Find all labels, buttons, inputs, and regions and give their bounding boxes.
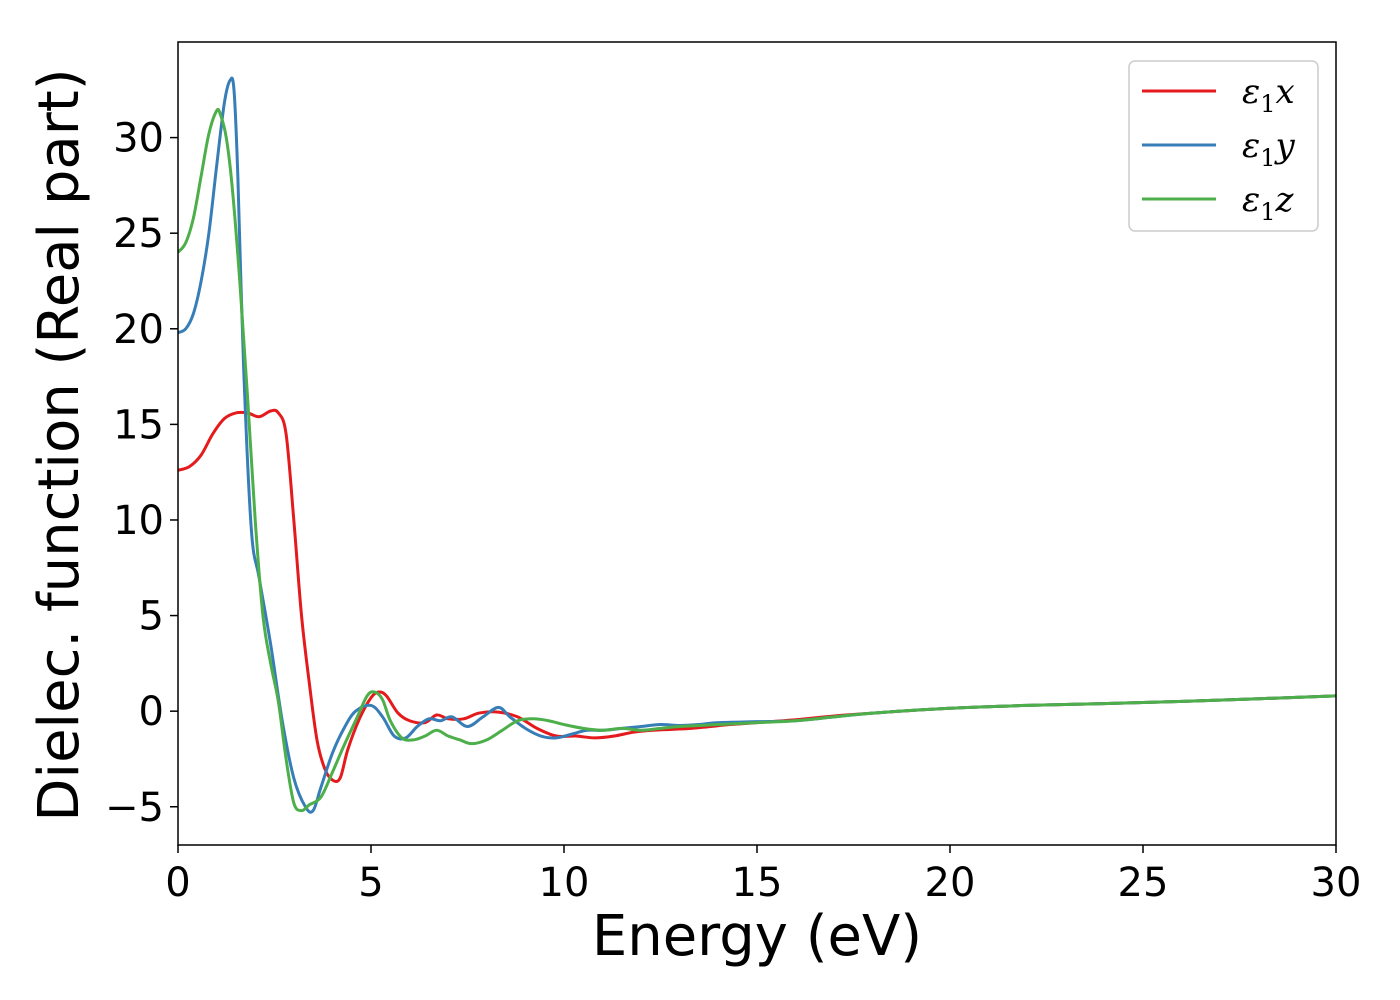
legend-label-suffix: y [1274, 126, 1296, 166]
series-line-z [178, 107, 1336, 813]
y-tick-label: 0 [139, 689, 164, 735]
legend-box [1128, 60, 1319, 232]
legend-label-main: ε [1242, 72, 1260, 112]
legend-label-main: ε [1242, 126, 1260, 166]
y-tick-label: 25 [113, 211, 164, 257]
series-line-y [178, 76, 1336, 814]
x-tick-label: 15 [732, 860, 783, 906]
x-tick-label: 30 [1311, 860, 1362, 906]
x-tick-label: 20 [925, 860, 976, 906]
plot-frame [177, 41, 1337, 846]
legend-label-suffix: z [1275, 180, 1295, 220]
x-tick-label: 0 [165, 860, 190, 906]
legend-label-main: ε [1242, 180, 1260, 220]
legend-label-suffix: x [1276, 72, 1295, 112]
y-tick-label: 15 [113, 402, 164, 448]
legend-label-sub: 1 [1260, 198, 1275, 226]
y-tick-label: 10 [113, 498, 164, 544]
y-tick-label: 30 [113, 116, 164, 162]
x-tick-label: 10 [539, 860, 590, 906]
y-tick-label: −5 [105, 785, 164, 831]
x-tick-label: 5 [358, 860, 383, 906]
series-layer [178, 76, 1336, 814]
legend-label-z: ε1z [1242, 180, 1295, 226]
legend-label-sub: 1 [1260, 90, 1275, 118]
x-axis-ticks: 0 5 10 15 20 25 30 [165, 845, 1361, 906]
y-axis-ticks: −5 0 5 10 15 20 25 30 [105, 116, 178, 831]
legend-label-y: ε1y [1242, 126, 1296, 172]
y-tick-label: 20 [113, 307, 164, 353]
legend-label-sub: 1 [1260, 144, 1275, 172]
x-tick-label: 25 [1118, 860, 1169, 906]
x-axis-title: Energy (eV) [592, 904, 922, 969]
y-tick-label: 5 [139, 594, 164, 640]
y-axis-title: Dielec. function (Real part) [27, 68, 92, 821]
legend-label-x: ε1x [1242, 72, 1295, 118]
